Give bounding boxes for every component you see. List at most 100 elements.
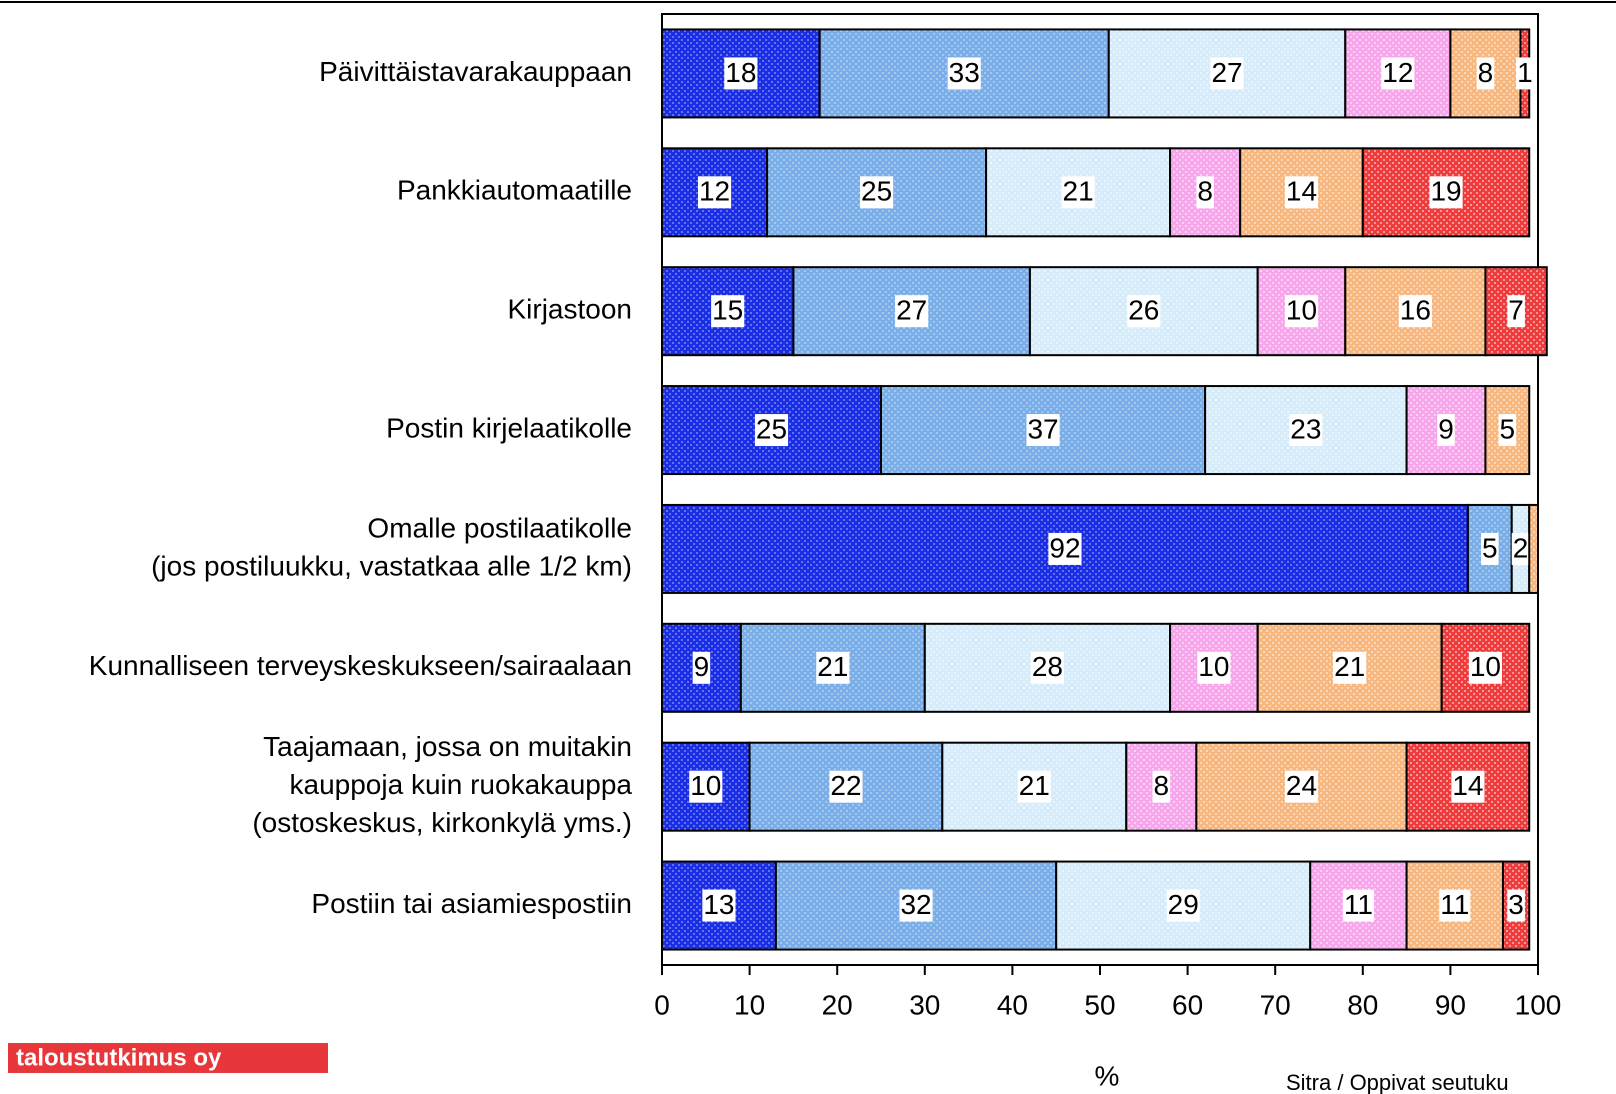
x-tick-label: 30 [909, 989, 940, 1020]
x-tick-label: 90 [1435, 989, 1466, 1020]
value-label: 8 [1478, 57, 1494, 88]
value-label-bg [1030, 651, 1065, 684]
value-label: 14 [1286, 176, 1317, 207]
value-label: 24 [1286, 770, 1317, 801]
value-label-bg [860, 176, 894, 209]
value-label: 21 [817, 651, 848, 682]
value-label: 28 [1032, 651, 1063, 682]
x-tick-label: 80 [1347, 989, 1378, 1020]
value-label-bg [1152, 770, 1171, 803]
value-label: 23 [1290, 413, 1321, 444]
value-label: 1 [1517, 57, 1533, 88]
value-label-bg [1342, 889, 1374, 922]
x-tick-label: 10 [734, 989, 765, 1020]
value-label: 14 [1452, 770, 1483, 801]
y-tick-label: Postiin tai asiamiespostiin [311, 888, 632, 919]
value-label: 21 [1063, 176, 1094, 207]
value-label-bg [1284, 770, 1319, 803]
logo: taloustutkimus oy [16, 1044, 222, 1071]
y-tick-label: Taajamaan, jossa on muitakin [263, 731, 632, 762]
value-label-bg [689, 770, 723, 803]
value-label: 9 [694, 651, 710, 682]
y-tick-label: Pankkiautomaatille [397, 175, 632, 206]
x-tick-label: 70 [1260, 989, 1291, 1020]
value-label: 10 [690, 770, 721, 801]
y-tick-label: Kirjastoon [507, 294, 632, 325]
value-label-bg [1381, 57, 1415, 90]
value-label: 5 [1500, 413, 1516, 444]
value-label: 10 [1286, 295, 1317, 326]
value-label-bg [1210, 57, 1244, 90]
x-tick-label: 0 [654, 989, 670, 1020]
value-label: 29 [1168, 889, 1199, 920]
value-label-bg [1511, 532, 1530, 565]
value-label-bg [724, 57, 758, 90]
value-label: 13 [703, 889, 734, 920]
value-label: 7 [1508, 295, 1524, 326]
value-label: 11 [1344, 889, 1373, 920]
value-label-bg [1437, 414, 1455, 447]
value-label-bg [1284, 295, 1319, 328]
value-label-bg [829, 770, 863, 803]
value-label-bg [1197, 651, 1231, 684]
logo-box [8, 1043, 328, 1073]
value-label-bg [1451, 770, 1485, 803]
value-label-bg [702, 889, 736, 922]
y-tick-label: kauppoja kuin ruokakauppa [290, 769, 633, 800]
value-label-bg [1439, 889, 1471, 922]
value-label-bg [754, 414, 789, 447]
value-label: 18 [725, 57, 756, 88]
y-tick-label: (jos postiluukku, vastatkaa alle 1/2 km) [151, 550, 632, 581]
value-label: 32 [900, 889, 931, 920]
value-label: 33 [949, 57, 980, 88]
value-label-bg [1468, 651, 1503, 684]
value-label-bg [1284, 176, 1319, 209]
y-tick-label: Postin kirjelaatikolle [386, 412, 632, 443]
value-label: 27 [1211, 57, 1242, 88]
value-label-bg [1481, 532, 1499, 565]
value-label: 27 [896, 295, 927, 326]
value-label-bg [1048, 532, 1082, 565]
value-label: 16 [1400, 295, 1431, 326]
value-label: 10 [1470, 651, 1501, 682]
value-label-bg [711, 295, 745, 328]
value-label-bg [1516, 57, 1534, 90]
y-tick-label: Omalle postilaatikolle [367, 512, 632, 543]
value-label-bg [692, 651, 711, 684]
value-label-bg [1476, 57, 1495, 90]
x-tick-label: 60 [1172, 989, 1203, 1020]
value-label: 21 [1019, 770, 1050, 801]
value-label-bg [895, 295, 929, 328]
value-label-bg [1026, 414, 1060, 447]
value-label: 12 [1382, 57, 1413, 88]
source: Sitra / Oppivat seutuku [1286, 1070, 1509, 1094]
value-label-bg [816, 651, 850, 684]
value-label-bg [1166, 889, 1200, 922]
value-label-bg [899, 889, 933, 922]
value-label: 8 [1197, 176, 1213, 207]
value-label: 26 [1128, 295, 1159, 326]
value-label: 37 [1027, 413, 1058, 444]
value-label-bg [1507, 295, 1525, 328]
value-label-bg [1127, 295, 1161, 328]
value-label-bg [1498, 414, 1517, 447]
x-tick-label: 50 [1084, 989, 1115, 1020]
value-label-bg [1196, 176, 1214, 209]
bar-segment [1125, 741, 1198, 832]
value-label: 11 [1440, 889, 1469, 920]
value-label: 3 [1508, 889, 1524, 920]
value-label: 2 [1513, 532, 1529, 563]
value-label: 92 [1049, 532, 1080, 563]
value-label: 25 [756, 413, 787, 444]
value-label-bg [1017, 770, 1051, 803]
y-tick-label: Päivittäistavarakauppaan [319, 56, 632, 87]
value-label: 21 [1334, 651, 1365, 682]
value-label: 10 [1198, 651, 1229, 682]
y-tick-label: (ostoskeskus, kirkonkylä yms.) [252, 807, 632, 838]
value-label-bg [1289, 414, 1323, 447]
value-label-bg [1398, 295, 1432, 328]
value-label: 9 [1438, 413, 1454, 444]
x-tick-label: 20 [822, 989, 853, 1020]
value-label: 22 [830, 770, 861, 801]
